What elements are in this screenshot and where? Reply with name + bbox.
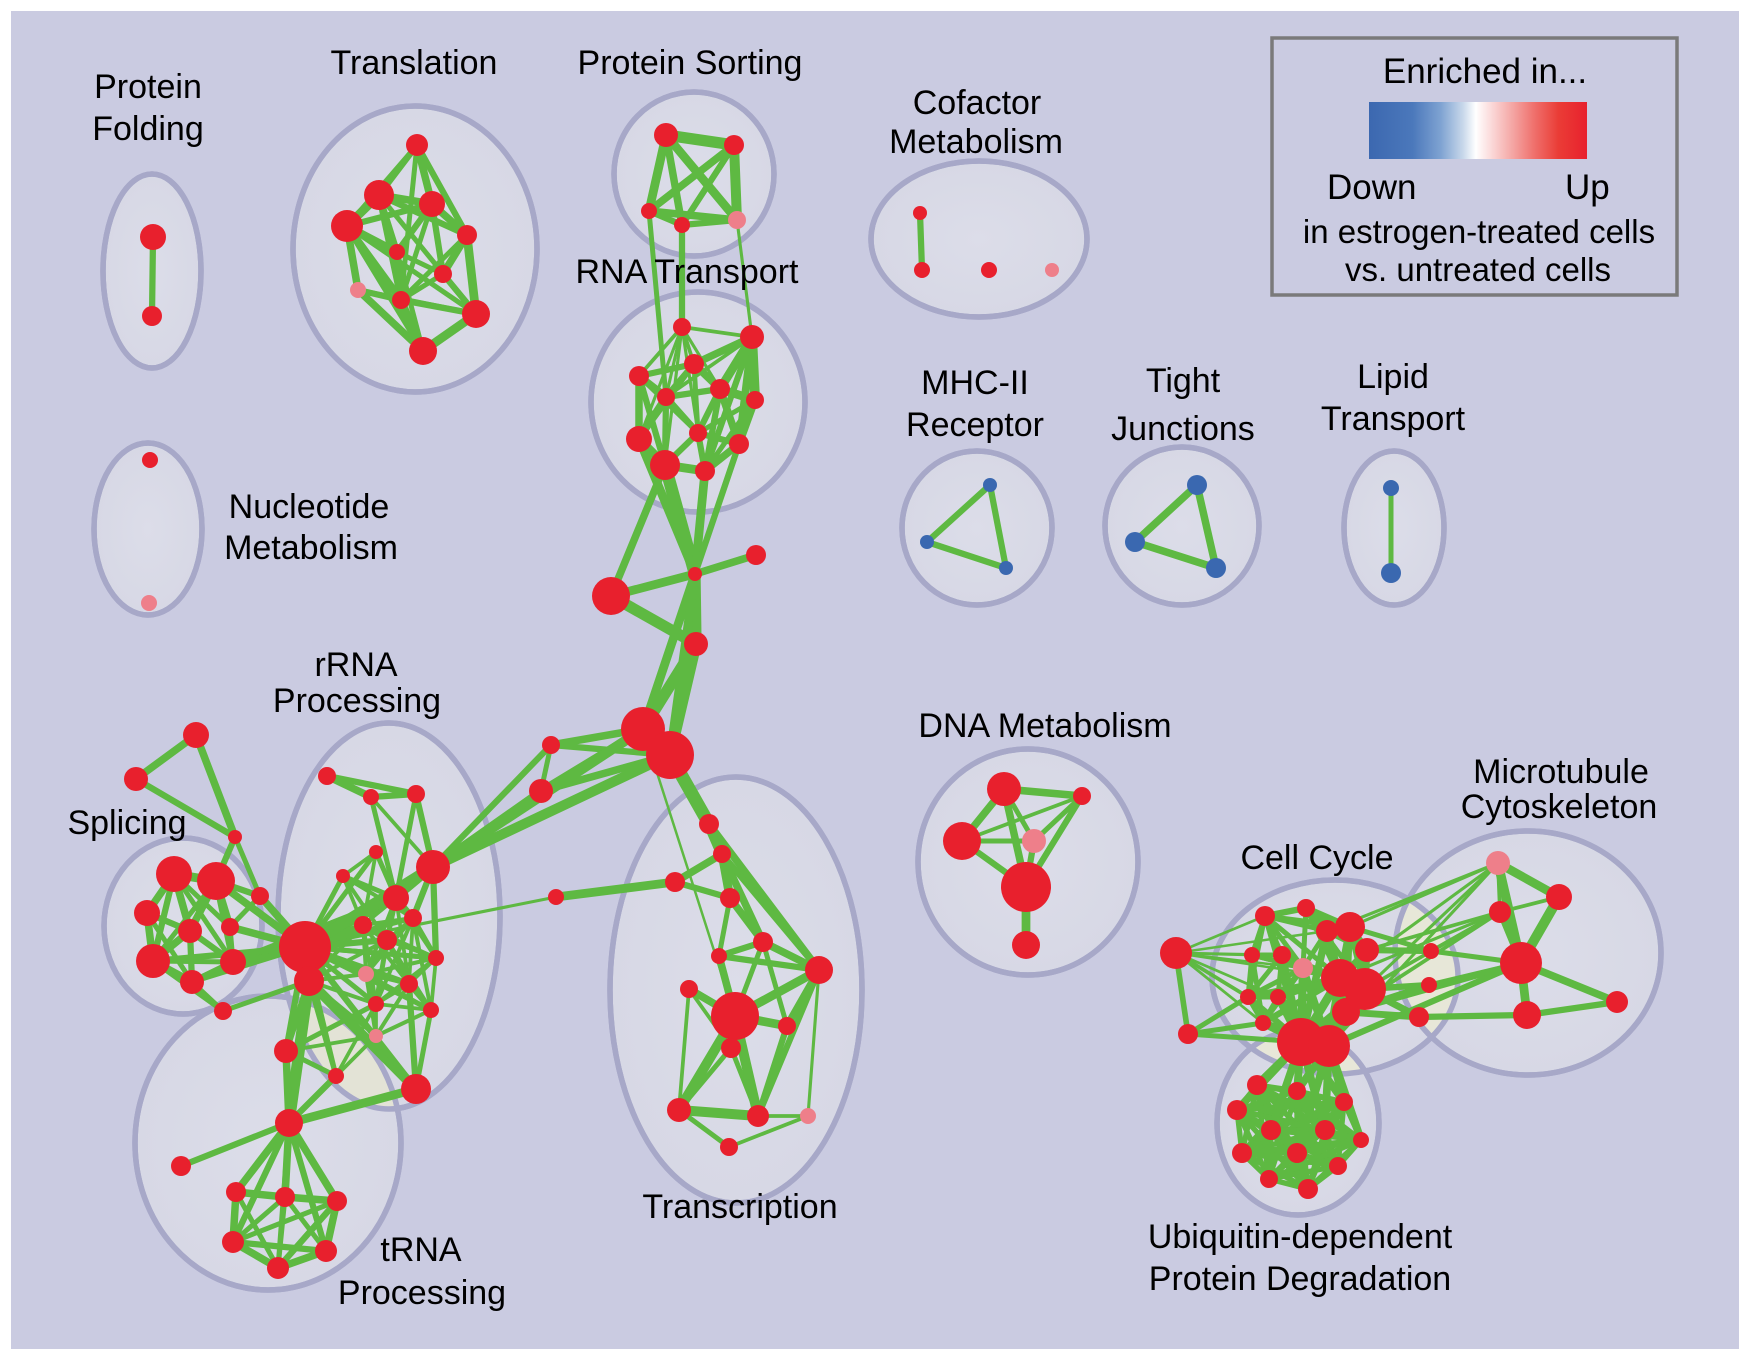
svg-text:Metabolism: Metabolism bbox=[889, 123, 1063, 161]
svg-text:Processing: Processing bbox=[338, 1274, 506, 1312]
svg-text:Ubiquitin-dependent: Ubiquitin-dependent bbox=[1148, 1218, 1453, 1256]
svg-text:Splicing: Splicing bbox=[67, 804, 186, 842]
svg-text:Enriched in...: Enriched in... bbox=[1383, 52, 1587, 91]
svg-text:in estrogen-treated cells: in estrogen-treated cells bbox=[1303, 213, 1655, 250]
svg-text:vs. untreated cells: vs. untreated cells bbox=[1345, 251, 1611, 288]
svg-text:Junctions: Junctions bbox=[1111, 410, 1255, 448]
svg-text:tRNA: tRNA bbox=[380, 1231, 462, 1269]
svg-text:Protein: Protein bbox=[94, 68, 202, 106]
svg-text:Receptor: Receptor bbox=[906, 406, 1044, 444]
svg-text:Metabolism: Metabolism bbox=[224, 529, 398, 567]
svg-text:Up: Up bbox=[1565, 168, 1610, 207]
svg-text:Protein Sorting: Protein Sorting bbox=[578, 44, 803, 82]
svg-text:Transport: Transport bbox=[1321, 400, 1466, 438]
svg-text:Nucleotide: Nucleotide bbox=[229, 488, 390, 526]
svg-text:Down: Down bbox=[1327, 168, 1416, 207]
svg-text:Lipid: Lipid bbox=[1357, 358, 1429, 396]
svg-text:Cell Cycle: Cell Cycle bbox=[1240, 839, 1393, 877]
svg-text:rRNA: rRNA bbox=[314, 646, 397, 684]
svg-text:Protein Degradation: Protein Degradation bbox=[1149, 1260, 1451, 1298]
svg-text:Tight: Tight bbox=[1146, 362, 1221, 400]
svg-text:Processing: Processing bbox=[273, 682, 441, 720]
svg-text:Microtubule: Microtubule bbox=[1473, 753, 1649, 791]
svg-text:Transcription: Transcription bbox=[642, 1188, 837, 1226]
svg-text:Cofactor: Cofactor bbox=[913, 84, 1042, 122]
svg-text:DNA Metabolism: DNA Metabolism bbox=[918, 707, 1171, 745]
svg-text:RNA Transport: RNA Transport bbox=[576, 253, 800, 291]
svg-text:Translation: Translation bbox=[331, 44, 498, 82]
svg-text:MHC-II: MHC-II bbox=[921, 364, 1029, 402]
svg-text:Folding: Folding bbox=[92, 110, 204, 148]
svg-text:Cytoskeleton: Cytoskeleton bbox=[1461, 788, 1658, 826]
